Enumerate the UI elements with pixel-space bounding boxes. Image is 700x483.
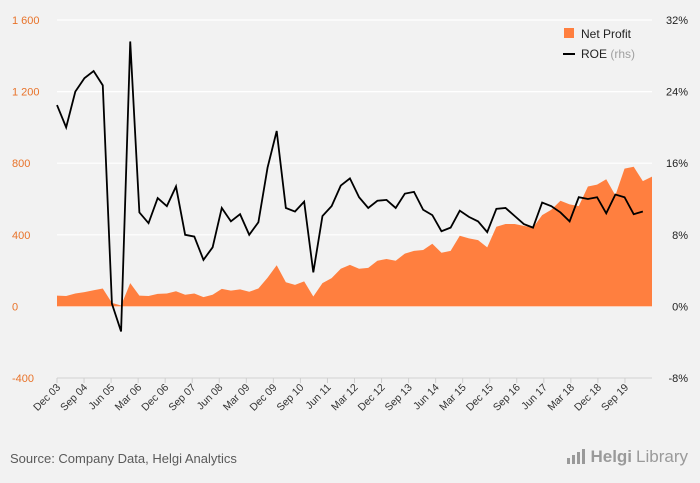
y-left-tick-label: 800 [12,158,30,170]
x-tick-label: Jun 05 [86,382,117,413]
x-tick-label: Mar 18 [545,382,577,414]
x-tick-label: Dec 06 [139,382,171,414]
brand-name-part2: Library [636,447,688,466]
legend-net-profit-swatch [564,28,574,38]
x-tick-label: Sep 04 [58,382,90,414]
y-left-tick-label: 0 [12,301,18,313]
x-tick-label: Dec 12 [356,382,388,414]
x-tick-label: Sep 13 [383,382,415,414]
net-profit-roe-chart: -400 0 400 800 1 200 1 600 -8% 0% 8% 16% 24% 32% Dec… [12,15,688,414]
x-tick-label: Sep 10 [275,382,307,414]
y-right-tick-label: 32% [666,15,688,27]
y-right-tick-label: 8% [672,230,688,242]
y-left-tick-label: -400 [12,373,34,385]
x-tick-label: Dec 15 [464,382,496,414]
source-note: Source: Company Data, Helgi Analytics [10,451,237,466]
legend-roe-suffix: (rhs) [610,47,635,61]
x-tick-label: Dec 09 [247,382,279,414]
x-tick-label: Mar 06 [113,382,145,414]
x-tick-label: Sep 19 [599,382,631,414]
x-tick-label: Sep 16 [491,382,523,414]
chart-logo-icon [567,449,586,464]
y-right-tick-label: -8% [668,373,688,385]
x-tick-label: Mar 09 [221,382,253,414]
plot-background [57,20,652,378]
y-right-tick-label: 0% [672,301,688,313]
legend-roe-label: ROE (rhs) [581,47,635,61]
x-tick-label: Jun 14 [411,382,442,413]
x-tick-label: Mar 15 [437,382,469,414]
x-tick-label: Mar 12 [329,382,361,414]
y-left-tick-label: 400 [12,230,30,242]
x-tick-label: Dec 18 [572,382,604,414]
net-profit-area [57,166,652,307]
x-tick-label: Jun 08 [195,382,226,413]
legend-net-profit-label: Net Profit [581,27,632,41]
x-tick-label: Jun 17 [519,382,550,413]
y-left-tick-label: 1 200 [12,87,40,99]
x-tick-label: Dec 03 [31,382,63,414]
y-right-tick-label: 16% [666,158,688,170]
brand-logo: Helgi Library [566,447,688,467]
x-tick-label: Sep 07 [166,382,198,414]
y-right-tick-label: 24% [666,87,688,99]
chart-area: -400 0 400 800 1 200 1 600 -8% 0% 8% 16% 24% 32% Dec… [12,15,688,414]
roe-line [56,41,644,332]
x-tick-label: Jun 11 [303,382,333,412]
y-left-tick-label: 1 600 [12,15,40,27]
brand-name-part1: Helgi [590,447,633,466]
